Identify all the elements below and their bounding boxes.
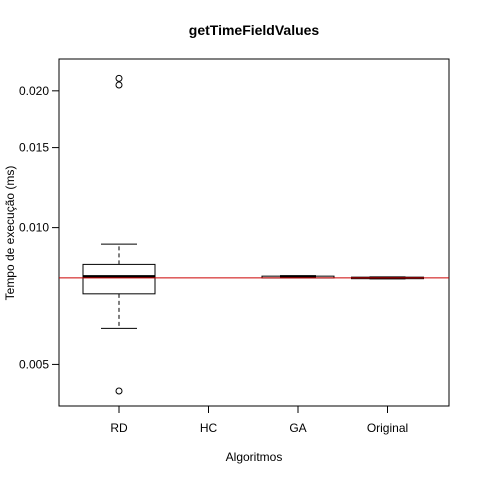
plot-area-frame (58, 58, 450, 407)
outlier-point (115, 81, 123, 89)
x-axis-label: Algoritmos (226, 450, 283, 464)
x-tick-label: Original (367, 421, 408, 435)
x-tick-label: HC (200, 421, 218, 435)
x-tick-label: RD (110, 421, 128, 435)
y-tick-label: 0.010 (19, 221, 49, 235)
y-axis-label: Tempo de execução (ms) (3, 166, 17, 301)
interquartile-box (82, 263, 156, 295)
y-tick-label: 0.005 (19, 357, 49, 371)
chart-title: getTimeFieldValues (189, 22, 320, 38)
outlier-point (115, 74, 123, 82)
y-axis: 0.005 0.010 0.015 0.020 (19, 84, 60, 371)
box-rd (82, 74, 156, 395)
x-tick-label: GA (289, 421, 306, 435)
y-tick-label: 0.020 (19, 84, 49, 98)
box-series (82, 74, 424, 395)
outlier-point (115, 387, 123, 395)
y-tick-label: 0.015 (19, 141, 49, 155)
x-axis: RD HC GA Original (110, 405, 408, 435)
